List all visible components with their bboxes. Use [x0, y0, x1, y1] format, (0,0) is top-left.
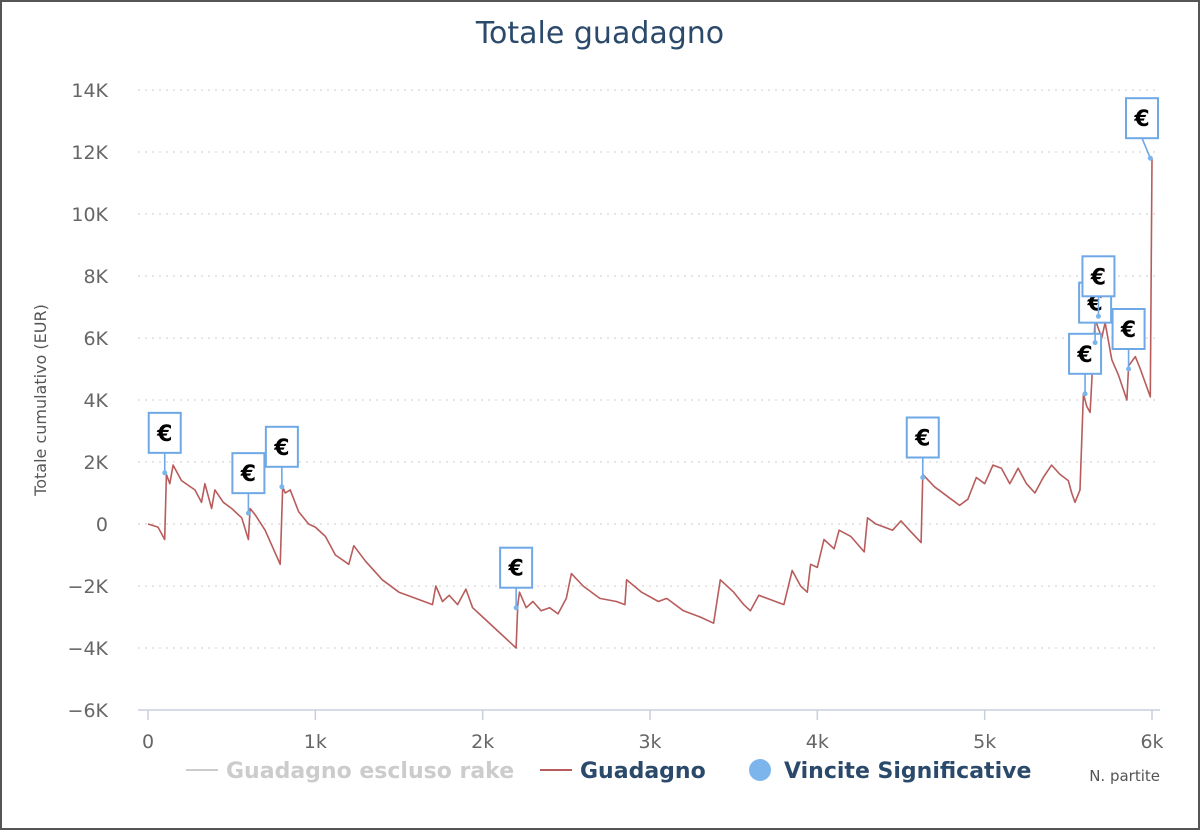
- legend-item[interactable]: Vincite Significative: [749, 759, 1031, 784]
- legend-label: Vincite Significative: [784, 759, 1031, 784]
- grid-lines: [138, 89, 1160, 649]
- significant-win-point: [279, 484, 285, 490]
- x-tick-label: 0: [142, 731, 154, 753]
- y-tick-label: 6K: [83, 328, 108, 350]
- series-layer: [147, 158, 1153, 649]
- series-line-guadagno: [147, 158, 1153, 649]
- x-axis-title: N. partite: [1089, 767, 1160, 785]
- significant-wins-layer: €€€€€€€€€€: [147, 97, 1159, 611]
- flag-label: €: [914, 427, 930, 452]
- significant-win-point: [245, 510, 251, 516]
- significant-win-flag[interactable]: €: [1125, 97, 1159, 161]
- x-tick-label: 1k: [304, 731, 327, 753]
- flag-label: €: [1076, 343, 1092, 368]
- significant-win-point: [1147, 155, 1153, 161]
- significant-win-point: [513, 605, 519, 611]
- x-tick-label: 6k: [1140, 731, 1163, 753]
- flag-box: [499, 546, 534, 589]
- flag-label: €: [507, 557, 523, 582]
- flag-label: €: [240, 462, 256, 487]
- flag-label: €: [1090, 265, 1106, 290]
- significant-win-flag[interactable]: €: [231, 452, 266, 516]
- significant-win-flag[interactable]: €: [1111, 308, 1146, 372]
- significant-win-flag[interactable]: €: [147, 411, 182, 476]
- y-tick-label: 2K: [83, 452, 108, 474]
- x-tick-label: 3k: [638, 731, 661, 753]
- y-axis-title: Totale cumulativo (EUR): [31, 304, 50, 497]
- significant-win-point: [1095, 313, 1101, 319]
- significant-win-flag[interactable]: €: [1081, 255, 1116, 319]
- flag-box: [264, 425, 299, 468]
- chart-title: Totale guadagno: [475, 16, 724, 51]
- x-tick-label: 4k: [806, 731, 829, 753]
- significant-win-point: [920, 475, 926, 480]
- axes: 14K 12K 10K 8K 6K 4K 2K 0 −2K −4K −6K 0 1k 2k 3k 4k 5k 6k: [68, 80, 1164, 753]
- x-tick-label: 2k: [471, 731, 494, 753]
- significant-win-flag[interactable]: €: [499, 546, 534, 611]
- y-tick-label: 0: [96, 514, 108, 536]
- flag-box: [905, 416, 940, 459]
- significant-win-point: [162, 470, 168, 476]
- x-tick-label: 5k: [973, 731, 996, 753]
- y-tick-label: 14K: [71, 80, 108, 102]
- y-tick-label: −6K: [68, 700, 109, 722]
- significant-win-flag[interactable]: €: [264, 425, 299, 490]
- flag-box: [1081, 255, 1116, 298]
- y-tick-label: 8K: [83, 266, 108, 288]
- legend-item[interactable]: Guadagno: [540, 759, 706, 784]
- y-tick-label: −2K: [68, 576, 109, 598]
- legend-label: Guadagno: [580, 759, 706, 784]
- legend-item[interactable]: Guadagno escluso rake: [186, 759, 514, 784]
- flag-box: [1111, 308, 1146, 350]
- legend-symbol-dot: [749, 759, 771, 781]
- significant-win-point: [1092, 340, 1098, 346]
- flag-box: [231, 452, 266, 495]
- significant-win-point: [1126, 366, 1132, 372]
- legend[interactable]: Guadagno escluso rake Guadagno Vincite Sig…: [186, 759, 1031, 784]
- y-tick-label: 10K: [71, 204, 108, 226]
- y-tick-label: −4K: [68, 638, 109, 660]
- flag-label: €: [273, 436, 289, 461]
- legend-label: Guadagno escluso rake: [226, 759, 514, 784]
- y-tick-label: 12K: [71, 142, 108, 164]
- flag-label: €: [156, 422, 172, 447]
- flag-label: €: [1133, 107, 1149, 132]
- flag-label: €: [1120, 318, 1136, 343]
- flag-connector: [1141, 137, 1152, 159]
- significant-win-point: [1082, 391, 1088, 397]
- flag-box: [1125, 97, 1159, 140]
- y-tick-label: 4K: [83, 390, 108, 412]
- significant-win-flag[interactable]: €: [905, 416, 940, 481]
- flag-box: [147, 411, 182, 454]
